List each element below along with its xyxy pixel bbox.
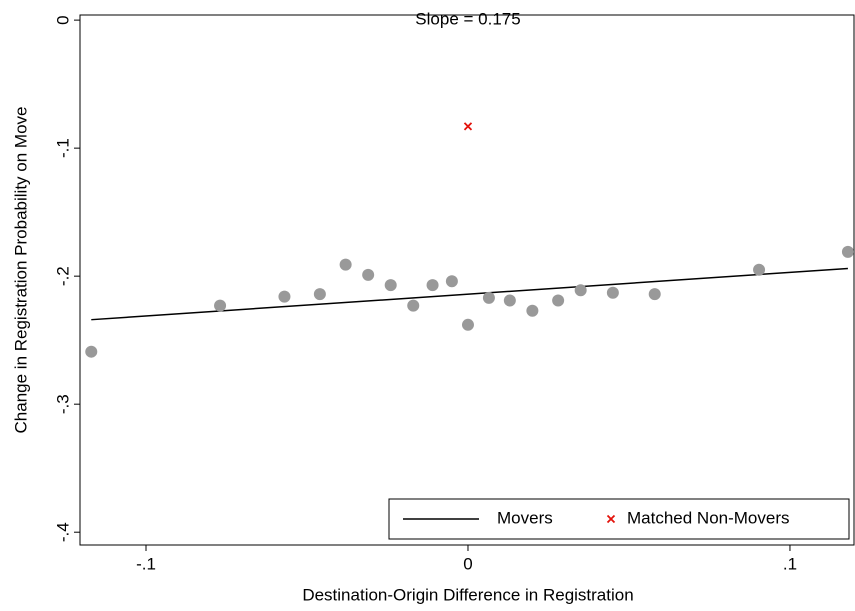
point bbox=[841, 245, 854, 258]
point bbox=[407, 299, 420, 312]
point bbox=[426, 279, 439, 292]
y-tick-label: -.4 bbox=[53, 522, 72, 542]
legend-cross bbox=[606, 514, 616, 524]
point bbox=[278, 290, 291, 303]
point bbox=[552, 294, 565, 307]
point bbox=[606, 286, 619, 299]
point bbox=[313, 288, 326, 301]
x-axis-title: Destination-Origin Difference in Registr… bbox=[302, 585, 633, 604]
fit-line bbox=[91, 267, 848, 321]
y-tick-label: -.2 bbox=[53, 266, 72, 286]
point bbox=[445, 275, 458, 288]
point bbox=[753, 263, 766, 276]
x-tick-label: .1 bbox=[783, 554, 797, 573]
plot-frame bbox=[79, 14, 855, 546]
point bbox=[526, 304, 539, 317]
point bbox=[503, 294, 516, 307]
y-axis-title: Change in Registration Probability on Mo… bbox=[11, 107, 30, 434]
cross-point bbox=[463, 122, 473, 131]
point bbox=[384, 279, 397, 292]
point bbox=[574, 284, 587, 297]
annotation: Slope = 0.175 bbox=[415, 9, 520, 28]
y-tick-label: -.3 bbox=[53, 394, 72, 414]
point bbox=[339, 258, 352, 271]
x-tick-label: 0 bbox=[463, 554, 472, 573]
point bbox=[214, 299, 227, 312]
point bbox=[85, 345, 98, 358]
legend-label: Matched Non-Movers bbox=[627, 508, 790, 527]
point bbox=[362, 268, 375, 281]
legend-label: Movers bbox=[497, 508, 553, 527]
point bbox=[461, 318, 474, 331]
point bbox=[482, 291, 495, 304]
x-tick-label: -.1 bbox=[136, 554, 156, 573]
y-tick-label: -.1 bbox=[53, 138, 72, 158]
y-tick-label: 0 bbox=[53, 15, 72, 24]
point bbox=[648, 288, 661, 301]
